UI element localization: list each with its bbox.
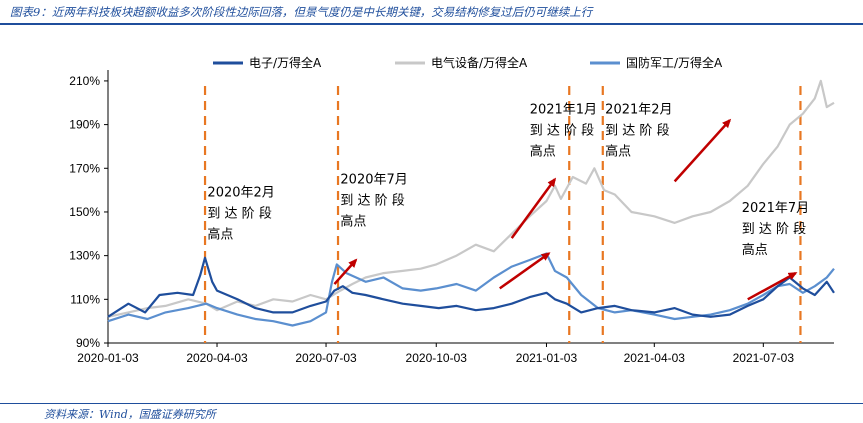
annotation-text: 2020年2月 <box>207 186 274 201</box>
figure-title: 图表9：近两年科技板块超额收益多次阶段性边际回落，但景气度仍是中长期关键，交易结… <box>10 5 593 19</box>
x-tick-label: 2020-10-03 <box>406 351 468 365</box>
annotation-text: 2021年2月 <box>605 103 672 118</box>
trend-arrow <box>510 177 557 239</box>
bottom-rule <box>0 403 863 404</box>
annotation-text: 高点 <box>340 214 366 230</box>
legend-label: 国防军工/万得全A <box>626 55 723 70</box>
source-note: 资料来源：Wind，国盛证券研究所 <box>44 408 216 421</box>
x-tick-label: 2020-04-03 <box>186 351 248 365</box>
annotation-text: 到 达 阶 段 <box>605 124 669 139</box>
y-tick-label: 150% <box>69 205 100 219</box>
annotation-text: 到 达 阶 段 <box>340 194 404 209</box>
y-tick-label: 130% <box>69 249 100 263</box>
x-tick-label: 2021-07-03 <box>733 351 795 365</box>
x-tick-label: 2020-01-03 <box>77 351 139 365</box>
y-tick-label: 90% <box>76 336 100 350</box>
annotation-text: 到 达 阶 段 <box>207 207 271 222</box>
legend: 电子/万得全A 电气设备/万得全A 国防军工/万得全A <box>213 55 723 70</box>
annotation-text: 高点 <box>530 144 556 160</box>
annotation-text: 高点 <box>207 227 233 243</box>
trend-arrow <box>333 258 358 285</box>
legend-label: 电子/万得全A <box>249 55 322 70</box>
annotation-text: 到 达 阶 段 <box>742 222 806 237</box>
axes: 90% 110% 130% 150% 170% 190% 210% 2020-01-03 202… <box>69 70 834 365</box>
y-tick-label: 170% <box>69 161 100 175</box>
y-tick-label: 190% <box>69 118 100 132</box>
legend-label: 电气设备/万得全A <box>431 55 528 70</box>
top-rule <box>0 23 863 25</box>
x-tick-label: 2021-01-03 <box>516 351 578 365</box>
line-chart: 90% 110% 130% 150% 170% 190% 210% 2020-01-03 202… <box>69 55 835 365</box>
annotation-text: 2021年7月 <box>742 201 809 216</box>
x-tick-label: 2021-04-03 <box>624 351 686 365</box>
trend-arrow <box>747 272 798 301</box>
annotation-text: 高点 <box>742 242 768 258</box>
annotation-text: 高点 <box>605 144 631 160</box>
series-line <box>107 252 835 327</box>
annotation-text: 到 达 阶 段 <box>530 124 594 139</box>
y-tick-label: 210% <box>69 74 100 88</box>
annotation-text: 2021年1月 <box>530 103 597 118</box>
y-tick-label: 110% <box>70 292 100 306</box>
series-line <box>107 256 835 318</box>
trend-arrow <box>673 118 732 183</box>
annotation-text: 2020年7月 <box>340 173 407 188</box>
x-tick-label: 2020-07-03 <box>295 351 357 365</box>
trend-arrow <box>499 252 551 290</box>
trend-arrows <box>333 118 798 301</box>
series-lines <box>107 79 835 327</box>
marker-lines <box>203 86 802 343</box>
